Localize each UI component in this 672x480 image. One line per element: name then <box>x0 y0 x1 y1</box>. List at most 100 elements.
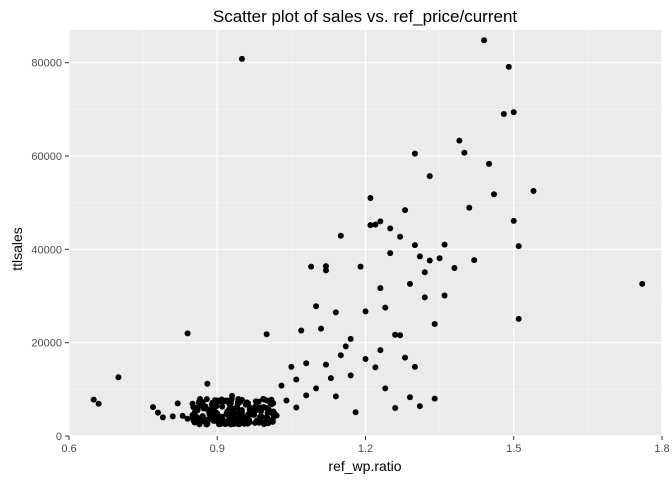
data-point <box>115 374 122 381</box>
data-point <box>150 404 157 411</box>
data-point <box>293 376 300 383</box>
data-point <box>367 195 374 201</box>
data-point <box>639 280 646 287</box>
data-point <box>270 400 277 407</box>
data-point <box>426 257 433 264</box>
data-point <box>256 413 263 420</box>
data-point <box>406 394 413 401</box>
data-point <box>426 173 433 180</box>
data-point <box>260 395 267 402</box>
data-point <box>402 354 409 361</box>
data-point <box>421 294 428 301</box>
data-point <box>441 241 448 248</box>
data-point <box>387 225 394 232</box>
data-point <box>154 409 161 416</box>
data-point <box>406 280 413 287</box>
data-point <box>337 352 344 359</box>
data-point <box>481 37 488 44</box>
data-point <box>392 331 399 338</box>
data-point <box>203 421 210 428</box>
data-point <box>322 361 329 368</box>
data-point <box>95 400 102 407</box>
data-point <box>237 398 244 405</box>
data-point <box>322 263 329 270</box>
data-point <box>293 404 300 411</box>
x-tick-label: 0.9 <box>210 443 225 455</box>
data-point <box>332 309 339 316</box>
y-axis-title: ttlsales <box>9 227 25 271</box>
data-point <box>261 421 268 428</box>
data-point <box>209 411 216 418</box>
y-tick-label: 60000 <box>31 151 62 163</box>
data-point <box>431 321 438 327</box>
data-point <box>515 243 522 250</box>
data-point <box>270 408 277 415</box>
data-point <box>416 403 423 410</box>
y-tick-label: 80000 <box>31 58 62 70</box>
data-point <box>441 292 448 299</box>
data-point <box>372 221 379 228</box>
data-point <box>252 398 259 405</box>
data-point <box>387 250 394 257</box>
data-point <box>190 417 197 424</box>
data-point <box>313 303 320 310</box>
data-point <box>500 111 507 117</box>
data-point <box>402 207 409 214</box>
data-point <box>486 160 493 167</box>
data-point <box>382 304 389 311</box>
data-point <box>347 335 354 342</box>
data-point <box>242 414 249 421</box>
data-point <box>227 400 234 407</box>
x-tick-label: 1.2 <box>358 443 373 455</box>
x-tick-label: 1.5 <box>506 443 521 455</box>
data-point <box>490 191 497 198</box>
data-point <box>416 253 423 260</box>
data-point <box>530 188 537 194</box>
data-point <box>357 263 364 270</box>
data-point <box>303 360 310 367</box>
data-point <box>217 415 224 422</box>
data-point <box>194 404 201 411</box>
y-tick-label: 40000 <box>31 244 62 256</box>
data-point <box>362 308 369 315</box>
data-point <box>362 356 369 362</box>
data-point <box>190 403 197 410</box>
data-point <box>278 382 285 389</box>
data-point <box>269 416 276 423</box>
data-point <box>210 417 217 424</box>
data-point <box>322 267 329 274</box>
grid-major <box>68 30 663 437</box>
data-point <box>283 397 290 404</box>
data-point <box>242 401 249 408</box>
y-tick-label: 20000 <box>31 338 62 350</box>
data-points <box>90 37 646 428</box>
data-point <box>260 404 267 411</box>
data-point <box>159 414 166 421</box>
data-point <box>318 325 325 332</box>
data-point <box>466 204 473 211</box>
x-axis-title: ref_wp.ratio <box>328 458 401 474</box>
data-point <box>397 233 404 240</box>
data-point <box>263 331 270 338</box>
data-point <box>251 411 258 418</box>
data-point <box>510 109 517 116</box>
data-point <box>298 327 305 334</box>
data-point <box>342 343 349 350</box>
data-point <box>205 416 212 423</box>
data-point <box>264 415 271 422</box>
data-point <box>382 385 389 392</box>
data-point <box>308 263 315 270</box>
data-point <box>436 255 443 262</box>
data-point <box>337 232 344 239</box>
data-point <box>200 405 207 412</box>
data-point <box>411 363 418 370</box>
data-point <box>246 419 253 426</box>
data-point <box>347 372 354 379</box>
data-point <box>327 375 334 382</box>
data-point <box>219 403 226 410</box>
data-point <box>184 330 191 337</box>
data-point <box>288 363 295 370</box>
data-point <box>233 410 240 417</box>
